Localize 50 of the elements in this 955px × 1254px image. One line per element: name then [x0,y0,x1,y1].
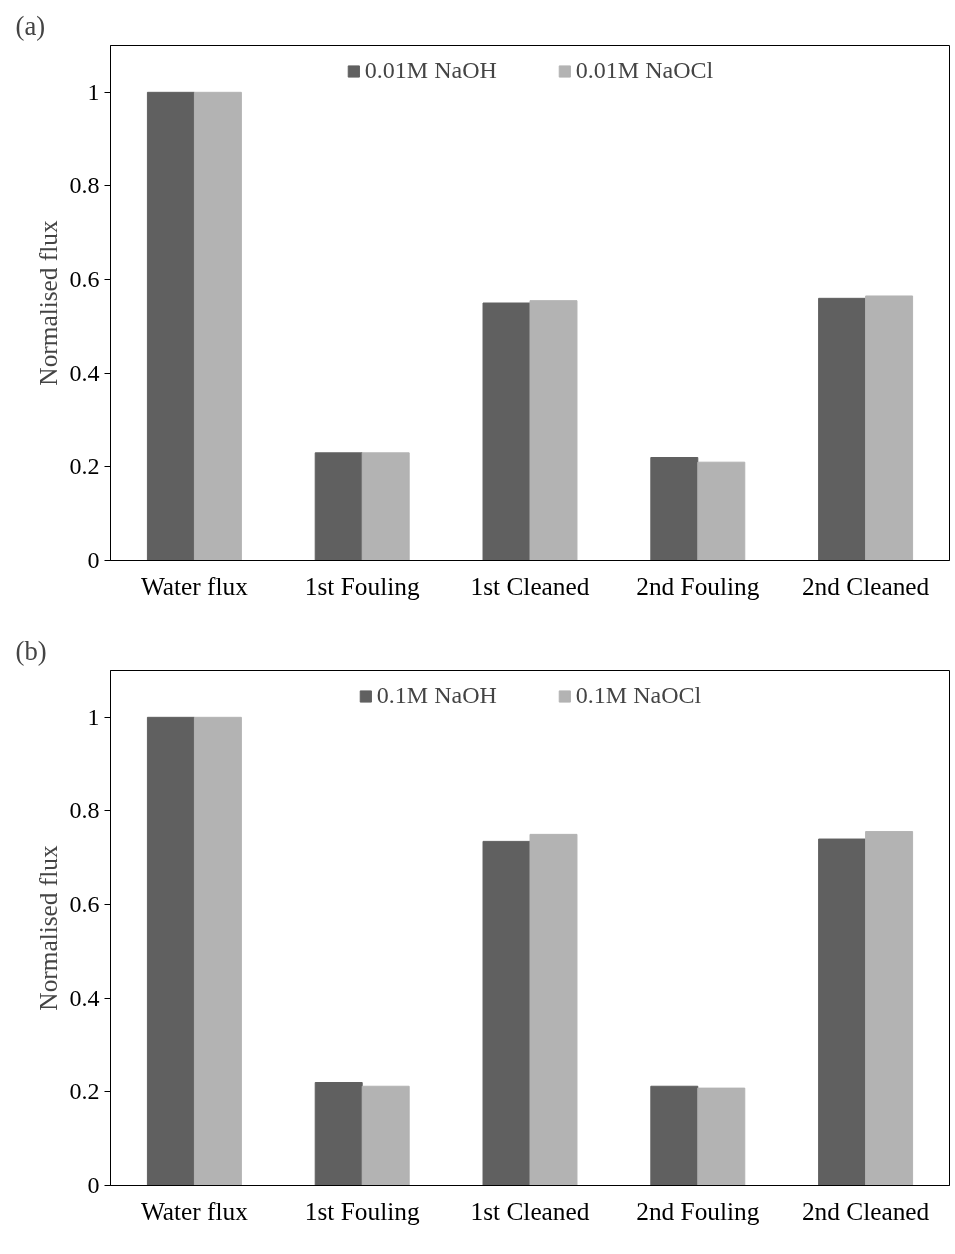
y-tick-label: 0 [87,547,100,573]
bar [818,838,867,1186]
bar [193,91,242,561]
x-tick-label: Water flux [140,571,249,600]
x-tick-label: 2nd Fouling [636,1196,760,1225]
y-tick-label: 1 [87,78,100,105]
y-tick-label: 0.2 [69,453,100,480]
x-tick-label: Water flux [140,1196,249,1225]
bar [361,1085,410,1186]
x-tick-label: 2nd Fouling [636,571,760,600]
y-tick-label: 1 [87,703,100,730]
legend-label: 0.01M NaOCl [575,57,714,84]
bar [146,716,195,1186]
bar [865,831,914,1186]
x-tick-label: 2nd Cleaned [801,1196,930,1225]
y-axis-title: Normalised flux [33,845,62,1011]
bar [482,840,531,1186]
y-tick-label: 0.4 [69,359,100,386]
bar [314,1082,363,1186]
x-tick-label: 1st Cleaned [470,1196,590,1225]
bar [818,297,867,561]
bar [529,833,578,1186]
x-tick-label: 1st Fouling [304,571,420,600]
y-tick-label: 0.4 [69,984,100,1011]
bar [482,302,531,561]
bar [361,452,410,561]
text: (a) [15,10,46,41]
y-tick-label: 0 [87,1172,100,1198]
y-tick-label: 0.6 [69,266,100,293]
y-tick-label: 0.2 [69,1078,100,1105]
y-axis-title: Normalised flux [33,220,62,386]
text: (b) [15,635,47,666]
bar [314,452,363,561]
x-tick-label: 1st Fouling [304,1196,420,1225]
y-tick-label: 0.6 [69,891,100,918]
bar [650,457,699,561]
bar [529,300,578,561]
y-tick-label: 0.8 [69,172,100,199]
bar [697,1087,746,1186]
legend-label: 0.01M NaOH [364,57,497,84]
bar [193,716,242,1186]
bar [865,295,914,561]
bar [146,91,195,561]
bar [650,1085,699,1186]
x-tick-label: 1st Cleaned [470,571,590,600]
y-tick-label: 0.8 [69,797,100,824]
legend-label: 0.1M NaOH [376,682,497,709]
bar [697,461,746,561]
legend-label: 0.1M NaOCl [575,682,702,709]
x-tick-label: 2nd Cleaned [801,571,930,600]
